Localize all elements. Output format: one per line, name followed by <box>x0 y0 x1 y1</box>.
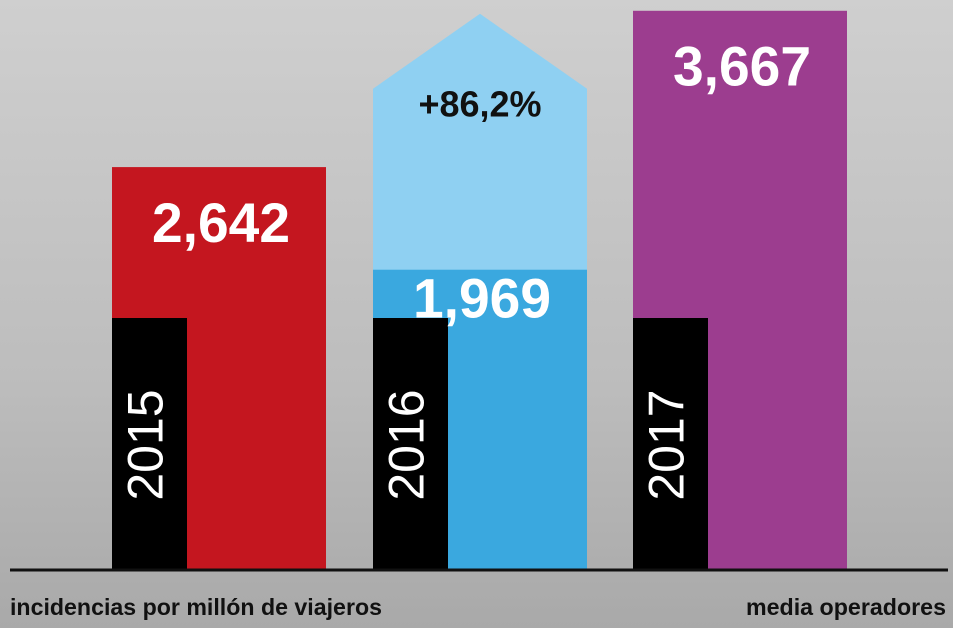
x-label: incidencias por millón de viajeros <box>10 594 382 620</box>
value-label: 2,642 <box>152 191 290 254</box>
x-tick-label: 2017 <box>639 389 695 500</box>
x-tick-label: 2015 <box>118 389 174 500</box>
annotation: +86,2% <box>418 84 541 125</box>
value-label: 3,667 <box>673 35 811 98</box>
source: media operadores <box>746 594 946 620</box>
chart: 2015 2,642 +86,2% 2016 1,969 2017 3,667 incide… <box>0 0 953 628</box>
x-tick-label: 2016 <box>379 389 435 500</box>
value-label: 1,969 <box>413 267 551 330</box>
